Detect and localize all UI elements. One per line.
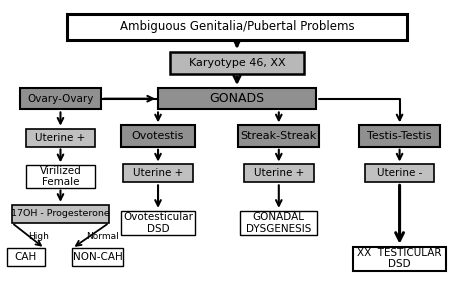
Text: Virilized
Female: Virilized Female (40, 166, 82, 187)
FancyBboxPatch shape (12, 205, 109, 223)
FancyBboxPatch shape (359, 125, 440, 147)
Text: Uterine -: Uterine - (377, 168, 422, 178)
FancyBboxPatch shape (123, 164, 193, 182)
FancyBboxPatch shape (72, 249, 123, 266)
FancyBboxPatch shape (121, 125, 195, 147)
Text: Streak-Streak: Streak-Streak (241, 131, 317, 141)
Text: Normal: Normal (86, 232, 119, 241)
FancyBboxPatch shape (170, 52, 304, 74)
FancyBboxPatch shape (67, 13, 407, 41)
Text: Uterine +: Uterine + (133, 168, 183, 178)
Text: Ovotesticular
DSD: Ovotesticular DSD (123, 212, 193, 234)
FancyBboxPatch shape (26, 129, 95, 146)
FancyBboxPatch shape (7, 249, 45, 266)
Text: Uterine +: Uterine + (254, 168, 304, 178)
Text: Karyotype 46, XX: Karyotype 46, XX (189, 58, 285, 68)
FancyBboxPatch shape (26, 165, 95, 188)
Text: Uterine +: Uterine + (36, 133, 86, 142)
Text: Ambiguous Genitalia/Pubertal Problems: Ambiguous Genitalia/Pubertal Problems (120, 20, 354, 34)
FancyBboxPatch shape (158, 88, 316, 109)
Text: CAH: CAH (15, 252, 37, 262)
FancyBboxPatch shape (238, 125, 319, 147)
FancyBboxPatch shape (365, 164, 434, 182)
Text: 17OH - Progesterone: 17OH - Progesterone (11, 209, 110, 218)
Text: NON-CAH: NON-CAH (73, 252, 122, 262)
Text: Testis-Testis: Testis-Testis (367, 131, 432, 141)
Text: High: High (28, 232, 49, 241)
FancyBboxPatch shape (121, 211, 195, 235)
Text: GONADS: GONADS (210, 92, 264, 105)
FancyBboxPatch shape (244, 164, 314, 182)
Text: Ovary-Ovary: Ovary-Ovary (27, 94, 94, 104)
FancyBboxPatch shape (353, 247, 446, 271)
Text: XX  TESTICULAR
DSD: XX TESTICULAR DSD (357, 248, 442, 269)
FancyBboxPatch shape (240, 211, 317, 235)
Text: Ovotestis: Ovotestis (132, 131, 184, 141)
FancyBboxPatch shape (20, 88, 101, 109)
Text: GONADAL
DYSGENESIS: GONADAL DYSGENESIS (246, 212, 311, 234)
